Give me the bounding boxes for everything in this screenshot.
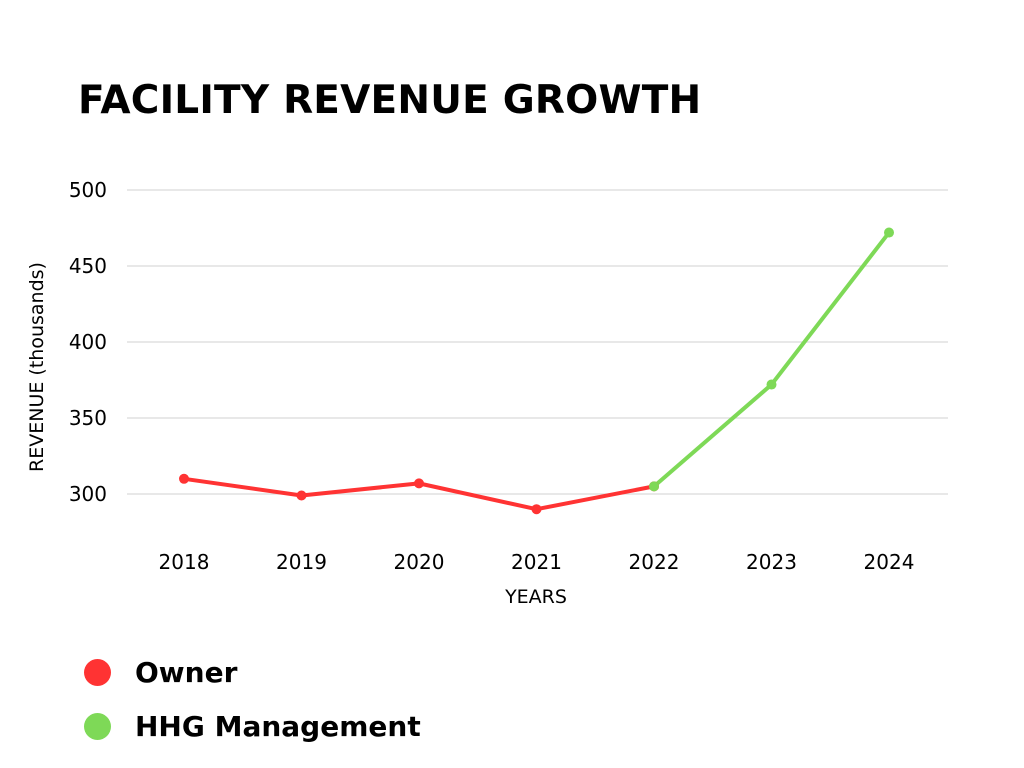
gridlines (127, 189, 948, 495)
y-axis-label: REVENUE (thousands) (26, 262, 48, 472)
legend-marker-owner (84, 659, 111, 686)
x-tick-label: 2020 (394, 550, 445, 574)
chart-title: FACILITY REVENUE GROWTH (78, 78, 702, 123)
x-tick-label: 2023 (746, 550, 797, 574)
legend-label-hhg-management: HHG Management (135, 710, 421, 743)
legend-item-owner: Owner (84, 656, 237, 689)
legend-marker-hhg-management (84, 713, 111, 740)
y-tick-label: 400 (69, 330, 107, 354)
x-axis-label: YEARS (504, 586, 567, 608)
x-tick-label: 2024 (864, 550, 915, 574)
data-point-owner (179, 473, 189, 484)
series-lines (179, 227, 894, 515)
data-point-hhg-management (649, 481, 659, 492)
x-tick-label: 2018 (159, 550, 210, 574)
data-point-owner (531, 504, 542, 515)
y-tick-label: 450 (69, 254, 107, 278)
x-tick-label: 2022 (629, 550, 680, 574)
y-tick-labels: 300 350 400 450 500 (69, 178, 107, 506)
y-tick-label: 350 (69, 406, 107, 430)
data-point-owner (414, 478, 424, 489)
y-tick-label: 300 (69, 482, 107, 506)
series-line-hhg-management (652, 230, 891, 489)
x-tick-label: 2021 (511, 550, 562, 574)
y-tick-label: 500 (69, 178, 107, 202)
x-tick-labels: 2018 2019 2020 2021 2022 2023 2024 (159, 550, 915, 574)
legend-label-owner: Owner (135, 656, 238, 689)
legend-item-hhg-management: HHG Management (84, 710, 421, 743)
data-point-owner (296, 490, 307, 501)
data-point-hhg-management (766, 379, 777, 390)
x-tick-label: 2019 (276, 550, 327, 574)
data-point-hhg-management (884, 227, 894, 238)
